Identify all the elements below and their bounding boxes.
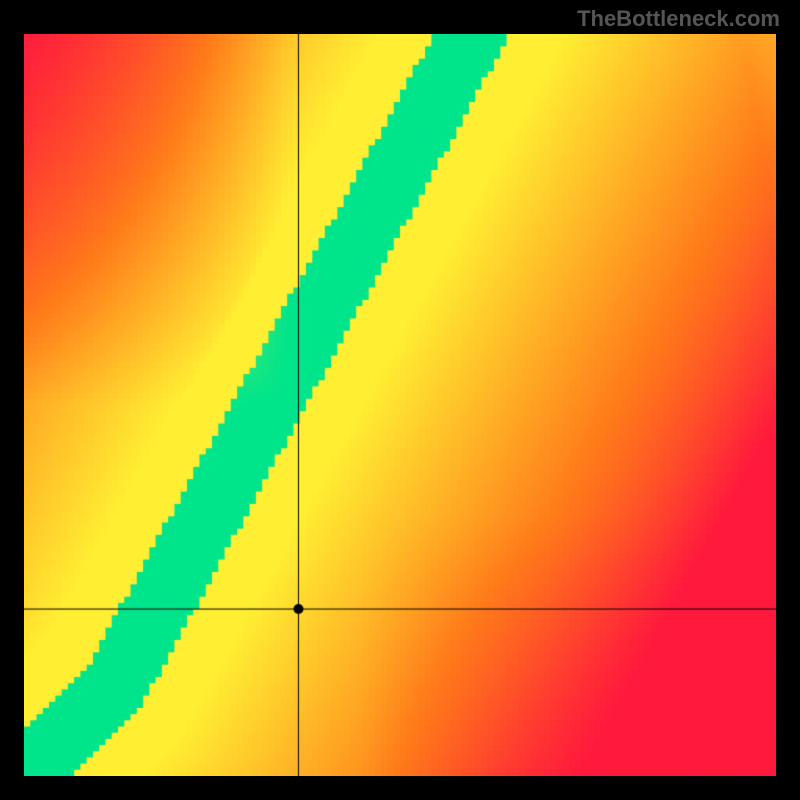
chart-container: TheBottleneck.com [0,0,800,800]
watermark-text: TheBottleneck.com [577,6,780,32]
heatmap-canvas [24,34,776,776]
heatmap-plot [24,34,776,776]
